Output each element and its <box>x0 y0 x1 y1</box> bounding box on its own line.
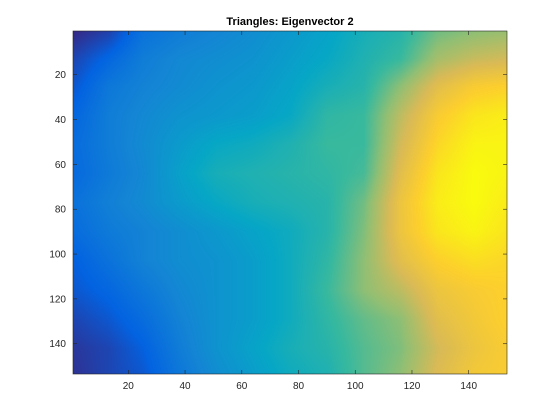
heatmap-raster <box>73 31 507 374</box>
x-tick-label: 60 <box>236 381 248 392</box>
x-tick-label: 120 <box>404 381 421 392</box>
heatmap-image <box>73 31 507 374</box>
y-tick-label: 120 <box>49 294 66 305</box>
x-tick-label: 20 <box>123 381 135 392</box>
y-tick-label: 60 <box>55 160 67 171</box>
y-tick-label: 80 <box>55 205 67 216</box>
x-tick-label: 100 <box>347 381 364 392</box>
y-tick-label: 140 <box>49 339 66 350</box>
chart-title: Triangles: Eigenvector 2 <box>226 16 353 28</box>
y-tick-label: 20 <box>55 70 67 81</box>
x-tick-label: 80 <box>293 381 305 392</box>
y-tick-label: 40 <box>55 115 67 126</box>
y-tick-label: 100 <box>49 250 66 261</box>
x-tick-label: 140 <box>460 381 477 392</box>
x-tick-label: 40 <box>179 381 191 392</box>
